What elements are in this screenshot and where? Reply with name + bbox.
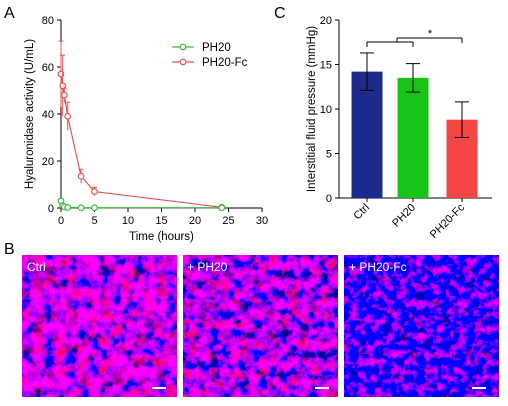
scale-bar — [152, 387, 166, 389]
microscopy-image-ctrl: Ctrl — [22, 255, 177, 397]
x-tick-label: 5 — [91, 215, 97, 227]
data-point — [77, 172, 85, 180]
microscopy-image-ph20: + PH20 — [183, 255, 338, 397]
data-point — [91, 204, 98, 212]
image-label-ph20: + PH20 — [187, 260, 228, 274]
y-tick-label: 0 — [48, 203, 54, 215]
x-axis-label: Time (hours) — [129, 231, 194, 243]
data-point — [64, 204, 72, 211]
y-tick-label: 10 — [320, 104, 332, 116]
x-tick-label: 10 — [122, 215, 134, 227]
x-tick-label: Ctrl — [352, 202, 373, 223]
x-tick-label: 0 — [58, 215, 64, 227]
panel-label-a: A — [4, 5, 15, 22]
series-line-1 — [60, 73, 222, 208]
y-tick-label: 15 — [320, 60, 332, 72]
x-tick-label: PH20-Fc — [428, 201, 468, 241]
line-chart-hyaluronidase: 0 20 40 60 80 0 5 10 15 20 25 30 Time (hours) Hyaluro… — [24, 15, 268, 243]
x-tick-label: PH20 — [390, 202, 418, 230]
x-tick-label: 30 — [256, 215, 268, 227]
y-tick-label: 40 — [42, 109, 54, 121]
y-axis-label: Hyaluronidase activity (U/mL) — [24, 39, 36, 189]
legend-marker — [179, 43, 187, 51]
y-tick-label: 80 — [42, 15, 54, 27]
microscopy-image-ph20fc: + PH20-Fc — [344, 255, 499, 397]
y-tick-label: 20 — [42, 156, 54, 168]
image-label-ctrl: Ctrl — [27, 260, 46, 274]
image-label-ph20fc: + PH20-Fc — [349, 260, 407, 274]
y-tick-label: 20 — [320, 15, 332, 27]
y-tick-label: 0 — [326, 193, 332, 205]
x-tick-label: 15 — [155, 215, 167, 227]
y-tick-label: 5 — [326, 149, 332, 161]
x-tick-label: 20 — [189, 215, 201, 227]
legend-label: PH20-Fc — [202, 57, 248, 69]
data-point — [91, 188, 98, 195]
scale-bar — [315, 387, 329, 389]
significance-marker: * — [428, 28, 433, 40]
panel-label-b: B — [4, 241, 15, 258]
legend-marker — [179, 58, 187, 66]
y-tick-label: 60 — [42, 62, 54, 74]
panel-label-c: C — [274, 5, 286, 22]
x-tick-label: 25 — [222, 215, 234, 227]
data-point — [218, 204, 226, 212]
bar — [397, 77, 429, 198]
bar — [351, 71, 383, 198]
scale-bar — [472, 387, 486, 389]
legend-label: PH20 — [202, 42, 231, 54]
y-axis-label: Interstitial fluid pressure (mmHg) — [306, 26, 318, 192]
data-point — [60, 91, 68, 99]
data-point — [64, 112, 72, 120]
data-point — [77, 204, 85, 212]
